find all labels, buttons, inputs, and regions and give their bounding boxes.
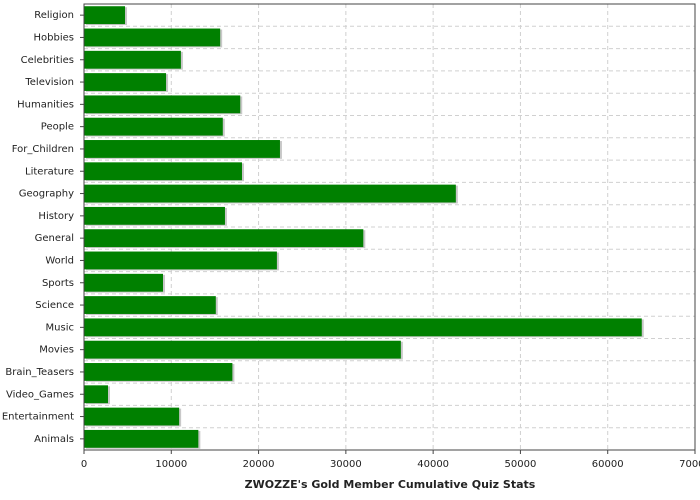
y-tick-label: Brain_Teasers: [5, 367, 74, 378]
bar: [84, 184, 456, 203]
bar: [84, 162, 242, 181]
bar: [84, 50, 181, 69]
bar: [84, 429, 199, 448]
bar: [84, 251, 277, 270]
y-tick-label: Music: [46, 322, 74, 333]
x-tick-label: 0: [81, 459, 87, 470]
bar: [84, 296, 216, 314]
bar: [84, 273, 163, 292]
bar: [84, 95, 241, 114]
x-axis-label: ZWOZZE's Gold Member Cumulative Quiz Sta…: [245, 478, 536, 491]
x-tick-label: 60000: [592, 459, 624, 470]
y-tick-label: Science: [35, 300, 74, 311]
y-tick-label: Entertainment: [2, 412, 74, 423]
x-tick-label: 70000: [679, 459, 700, 470]
bar: [84, 318, 642, 337]
x-tick-label: 10000: [155, 459, 187, 470]
bar: [84, 117, 223, 136]
x-tick-label: 40000: [417, 459, 449, 470]
x-tick-label: 50000: [505, 459, 537, 470]
bar: [84, 6, 126, 25]
y-tick-label: Religion: [34, 10, 74, 21]
x-tick-label: 30000: [330, 459, 362, 470]
bar: [84, 340, 401, 359]
bar: [84, 28, 221, 47]
y-tick-label: Animals: [34, 434, 74, 445]
plot-frame: [83, 3, 696, 451]
y-tick-label: Hobbies: [34, 32, 74, 43]
y-tick-label: History: [38, 211, 74, 222]
y-tick-label: Humanities: [17, 99, 74, 110]
y-tick-label: Video_Games: [6, 389, 74, 400]
y-tick-label: World: [45, 255, 74, 266]
bar: [84, 140, 280, 158]
bar: [84, 363, 233, 381]
y-tick-label: Movies: [39, 345, 74, 356]
y-tick-label: Sports: [42, 278, 74, 289]
y-tick-label: General: [35, 233, 74, 244]
y-tick-label: Literature: [25, 166, 74, 177]
bar: [84, 407, 180, 426]
x-tick-label: 20000: [243, 459, 275, 470]
y-tick-label: Television: [24, 77, 74, 88]
bar: [84, 229, 364, 248]
y-tick-label: For_Children: [12, 144, 74, 155]
bar: [84, 73, 167, 91]
bar: [84, 206, 225, 225]
bar: [84, 385, 109, 404]
y-tick-label: Geography: [19, 189, 74, 200]
y-tick-label: People: [41, 122, 74, 133]
y-tick-label: Celebrities: [21, 55, 74, 66]
